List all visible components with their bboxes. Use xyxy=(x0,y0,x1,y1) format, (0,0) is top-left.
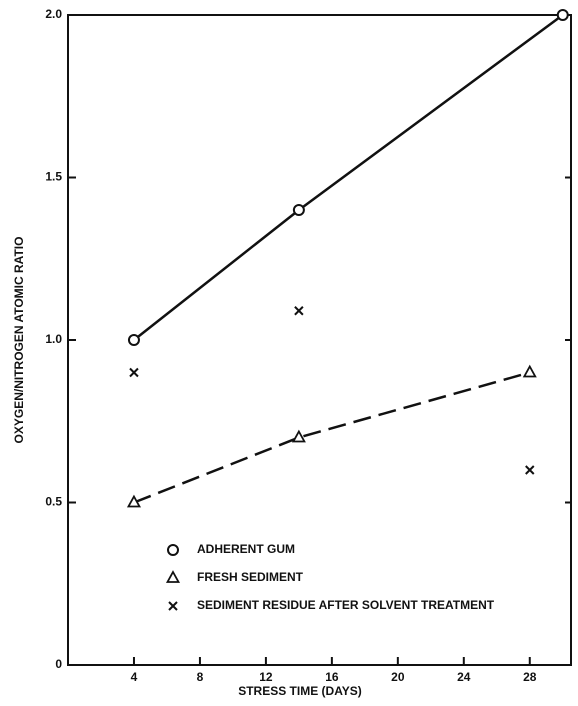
y-tick-label: 2.0 xyxy=(45,7,62,21)
y-tick-label: 1.0 xyxy=(45,332,62,346)
legend-label: FRESH SEDIMENT xyxy=(197,570,304,584)
data-point xyxy=(126,494,141,508)
data-point xyxy=(291,429,306,443)
data-point xyxy=(556,9,569,21)
y-tick-label: 0 xyxy=(55,657,62,671)
y-axis-label: OXYGEN/NITROGEN ATOMIC RATIO xyxy=(12,237,26,444)
x-tick-label: 24 xyxy=(457,670,471,684)
y-tick-label: 0.5 xyxy=(45,495,62,509)
series-line xyxy=(133,371,531,504)
data-point xyxy=(525,465,535,475)
y-tick-label: 1.5 xyxy=(45,170,62,184)
legend-label: SEDIMENT RESIDUE AFTER SOLVENT TREATMENT xyxy=(197,598,495,612)
x-tick-label: 20 xyxy=(391,670,405,684)
data-point xyxy=(127,334,140,346)
legend-label: ADHERENT GUM xyxy=(197,542,295,556)
data-point xyxy=(129,367,139,378)
legend-marker xyxy=(167,544,179,556)
plot-frame xyxy=(67,14,572,666)
x-tick-label: 12 xyxy=(259,670,273,684)
data-point xyxy=(522,364,537,378)
series-line xyxy=(133,13,564,341)
data-point xyxy=(292,204,305,216)
x-tick-label: 28 xyxy=(523,670,537,684)
x-tick-label: 8 xyxy=(197,670,204,684)
x-tick-label: 16 xyxy=(325,670,339,684)
x-tick-label: 4 xyxy=(131,670,138,684)
legend-marker xyxy=(165,570,181,583)
data-point xyxy=(294,306,304,316)
legend-marker xyxy=(168,601,178,611)
x-axis-label: STRESS TIME (DAYS) xyxy=(238,684,362,698)
